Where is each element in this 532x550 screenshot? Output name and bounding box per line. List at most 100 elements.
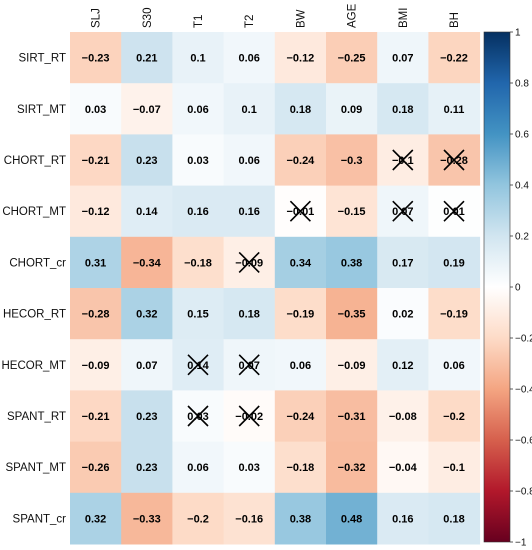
colorbar-tick-label: −0.8 [515, 487, 532, 498]
cell-hecor-rt-t2: 0.18 [223, 288, 276, 340]
cell-fill [70, 339, 122, 391]
row-label-chort-cr: CHORT_cr [9, 257, 66, 269]
heatmap-cells: −0.23 0.21 0.1 0.06 −0.12 −0.25 0.07 −0.220.03−… [70, 32, 481, 545]
cell-chort-cr-bw: 0.34 [274, 236, 327, 289]
cell-fill [377, 492, 429, 545]
cell-spant-mt-bh: −0.1 [428, 441, 481, 494]
cell-spant-cr-s30: −0.33 [121, 492, 173, 545]
column-label-bmi: BMI [398, 8, 410, 28]
cell-value: 0.18 [238, 309, 259, 321]
cell-chort-rt-age: −0.3 [326, 134, 378, 187]
cell-chort-rt-t1: 0.03 [172, 134, 225, 187]
not-significant-cross-icon [443, 149, 465, 171]
cell-fill [70, 236, 122, 289]
column-label-t1: T1 [193, 15, 205, 28]
not-significant-cross-icon [392, 149, 414, 171]
cell-hecor-rt-bmi: 0.02 [377, 288, 429, 340]
cell-value: 0.21 [136, 53, 157, 65]
cell-value: −0.09 [338, 360, 366, 372]
cell-chort-mt-bh: 0.01 [428, 185, 481, 238]
cell-sirt-mt-bw: 0.18 [274, 83, 327, 135]
cell-fill [428, 390, 481, 443]
cell-chort-cr-slj: 0.31 [70, 236, 122, 289]
cell-value: 0.03 [238, 462, 259, 474]
row-labels: SIRT_RT SIRT_MT CHORT_RT CHORT_MT CHORT_cr HE… [1, 53, 66, 526]
cell-spant-rt-slj: −0.21 [70, 390, 122, 443]
cell-fill [326, 134, 378, 187]
cell-value: 0.1 [190, 53, 205, 65]
cell-sirt-rt-bw: −0.12 [274, 32, 327, 84]
cell-spant-cr-bh: 0.18 [428, 492, 481, 545]
cell-hecor-mt-slj: −0.09 [70, 339, 122, 391]
cell-spant-mt-s30: 0.23 [121, 441, 173, 494]
cell-fill [121, 185, 173, 238]
cell-fill [121, 236, 173, 289]
cell-value: 0.06 [238, 155, 259, 167]
cell-spant-rt-bw: −0.24 [274, 390, 327, 443]
cell-value: 0.38 [290, 513, 311, 525]
cell-value: −0.22 [440, 53, 468, 65]
cell-chort-mt-age: −0.15 [326, 185, 378, 238]
cell-fill [172, 83, 225, 135]
cell-spant-cr-t2: −0.16 [223, 492, 276, 545]
cell-value: −0.12 [286, 53, 314, 65]
cell-chort-rt-bw: −0.24 [274, 134, 327, 187]
cell-fill [70, 83, 122, 135]
cell-value: 0.18 [290, 104, 311, 116]
cell-fill [377, 288, 429, 340]
cell-value: 0.06 [187, 104, 208, 116]
cell-fill [121, 339, 173, 391]
cell-hecor-mt-bw: 0.06 [274, 339, 327, 391]
cell-chort-mt-slj: −0.12 [70, 185, 122, 238]
cell-chort-rt-t2: 0.06 [223, 134, 276, 187]
cell-fill [377, 236, 429, 289]
column-label-bw: BW [295, 9, 307, 28]
cell-chort-rt-s30: 0.23 [121, 134, 173, 187]
cell-fill [70, 492, 122, 545]
cell-value: 0.12 [392, 360, 413, 372]
cell-value: −0.2 [443, 411, 465, 423]
cell-sirt-mt-bh: 0.11 [428, 83, 481, 135]
not-significant-cross-icon [238, 354, 260, 376]
cell-value: −0.15 [338, 206, 366, 218]
cell-spant-cr-bw: 0.38 [274, 492, 327, 545]
cell-fill [274, 83, 327, 135]
cell-fill [274, 288, 327, 340]
column-label-s30: S30 [142, 8, 154, 28]
cell-value: −0.12 [82, 206, 110, 218]
cell-sirt-rt-bmi: 0.07 [377, 32, 429, 84]
row-label-spant-mt: SPANT_MT [6, 462, 67, 474]
cell-chort-rt-slj: −0.21 [70, 134, 122, 187]
not-significant-cross-icon [187, 354, 209, 376]
cell-value: 0.32 [85, 513, 106, 525]
cell-value: −0.31 [338, 411, 366, 423]
not-significant-cross-icon [238, 251, 260, 273]
cell-hecor-mt-bh: 0.06 [428, 339, 481, 391]
cell-hecor-rt-s30: 0.32 [121, 288, 173, 340]
colorbar-tick-label: 1 [515, 28, 521, 39]
cell-value: 0.38 [341, 257, 362, 269]
colorbar-gradient [483, 31, 511, 543]
cell-fill [377, 390, 429, 443]
cell-value: −0.24 [286, 411, 315, 423]
cell-spant-cr-bmi: 0.16 [377, 492, 429, 545]
cell-spant-mt-bw: −0.18 [274, 441, 327, 494]
cell-value: 0.18 [443, 513, 464, 525]
cell-fill [428, 32, 481, 84]
cell-fill [326, 185, 378, 238]
cell-value: 0.23 [136, 462, 157, 474]
row-label-hecor-rt: HECOR_RT [3, 309, 66, 321]
cell-spant-rt-s30: 0.23 [121, 390, 173, 443]
cell-value: −0.09 [82, 360, 110, 372]
cell-value: 0.15 [187, 309, 208, 321]
cell-fill [172, 441, 225, 494]
cell-fill [70, 441, 122, 494]
cell-value: 0.18 [392, 104, 413, 116]
cell-spant-cr-t1: −0.2 [172, 492, 225, 545]
cell-spant-mt-t1: 0.06 [172, 441, 225, 494]
cell-value: −0.19 [440, 309, 468, 321]
cell-fill [274, 492, 327, 545]
cell-value: −0.18 [184, 257, 212, 269]
colorbar-tick-label: −0.4 [515, 385, 532, 396]
cell-sirt-mt-s30: −0.07 [121, 83, 173, 135]
